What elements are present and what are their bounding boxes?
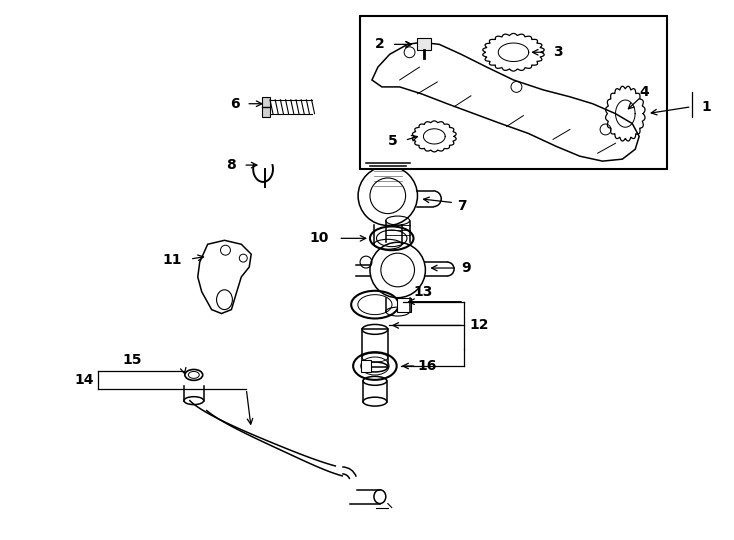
Text: 16: 16 — [418, 359, 437, 373]
Text: 15: 15 — [123, 353, 142, 367]
Text: 5: 5 — [388, 134, 398, 149]
Text: 12: 12 — [469, 319, 488, 333]
Text: 2: 2 — [375, 37, 385, 51]
Text: 13: 13 — [413, 285, 433, 299]
Text: 4: 4 — [639, 85, 649, 99]
Bar — [396, 298, 410, 312]
Text: 10: 10 — [309, 231, 328, 245]
Bar — [360, 16, 667, 169]
Text: 11: 11 — [162, 253, 182, 267]
Bar — [362, 329, 388, 367]
Text: 3: 3 — [553, 45, 563, 59]
Text: 6: 6 — [230, 97, 239, 111]
Text: 14: 14 — [74, 373, 94, 387]
Text: 7: 7 — [457, 199, 467, 213]
Text: 9: 9 — [461, 261, 470, 275]
Text: 1: 1 — [702, 100, 711, 114]
Bar — [262, 97, 270, 117]
Bar — [418, 38, 432, 50]
Text: 8: 8 — [227, 158, 236, 172]
Bar — [361, 360, 371, 372]
